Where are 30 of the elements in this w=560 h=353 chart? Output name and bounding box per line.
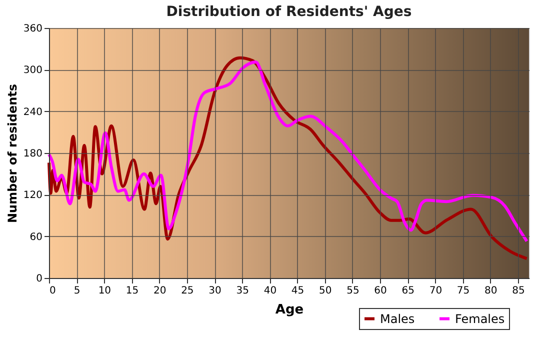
y-tick-label: 120 — [23, 190, 42, 202]
x-tick-label: 45 — [291, 286, 304, 296]
y-tick-label: 60 — [30, 232, 42, 243]
x-tick-label: 40 — [264, 286, 277, 296]
x-tick-label: 0 — [50, 286, 56, 296]
x-tick-label: 85 — [512, 286, 525, 296]
y-tick-label: 360 — [23, 24, 42, 34]
x-tick-label: 35 — [236, 286, 249, 296]
y-tick-label: 0 — [36, 274, 42, 284]
x-tick-label: 65 — [402, 286, 414, 296]
x-tick-label: 20 — [153, 286, 166, 296]
x-tick-label: 80 — [484, 286, 498, 296]
y-tick-label: 240 — [23, 106, 42, 118]
x-tick-label: 30 — [208, 286, 222, 296]
legend-label: Males — [380, 312, 415, 326]
x-tick-label: 50 — [318, 286, 332, 296]
legend-label: Females — [455, 312, 505, 326]
y-tick-label: 300 — [23, 65, 42, 76]
x-tick-label: 25 — [181, 286, 194, 296]
x-tick-label: 75 — [456, 286, 470, 296]
x-tick-label: 70 — [429, 286, 442, 296]
chart-title: Distribution of Residents' Ages — [166, 4, 412, 20]
x-tick-label: 5 — [74, 286, 80, 296]
x-axis-title: Age — [275, 302, 304, 318]
x-tick-label: 10 — [98, 286, 112, 296]
x-tick-label: 55 — [346, 286, 360, 296]
y-tick-label: 180 — [23, 148, 42, 160]
x-tick-label: 60 — [374, 286, 387, 296]
x-tick-label: 15 — [126, 286, 139, 296]
y-axis-title: Number of residents — [5, 84, 20, 224]
